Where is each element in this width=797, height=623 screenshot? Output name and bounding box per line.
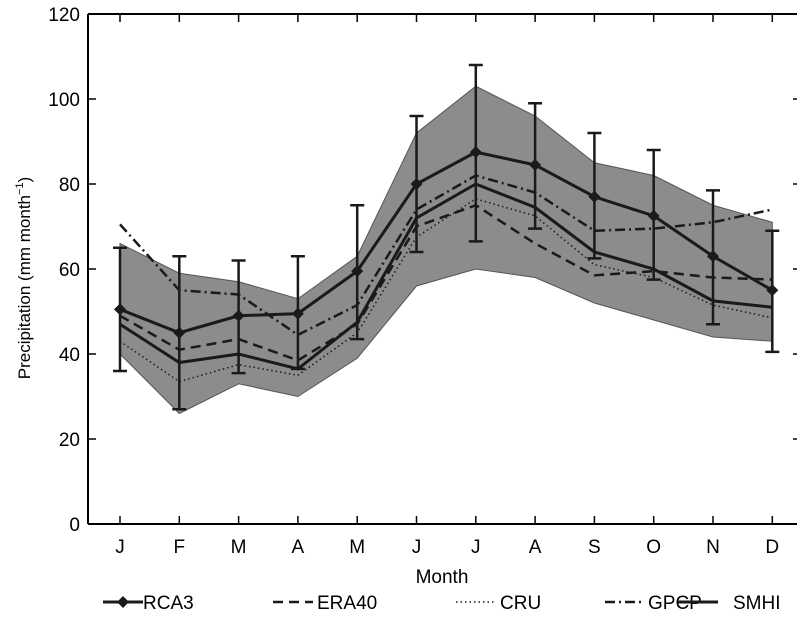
data-point-rca3 [114, 303, 126, 316]
legend-label-smhi: SMHI [733, 593, 781, 614]
data-point-rca3 [647, 209, 660, 222]
y-tick-label: 40 [59, 345, 80, 366]
y-tick-label: 100 [48, 90, 80, 111]
legend-label-rca3: RCA3 [143, 593, 194, 614]
data-point-rca3 [291, 307, 304, 320]
x-tick-label: S [588, 537, 601, 558]
data-point-rca3 [766, 284, 779, 297]
x-tick-label: J [471, 537, 481, 558]
x-tick-label: A [292, 537, 305, 558]
series-line-smhi [119, 182, 773, 371]
legend-label-gpcp: GPCP [648, 593, 702, 614]
series-line-era40 [119, 203, 773, 362]
data-point-rca3 [529, 158, 542, 171]
series-line-rca3 [119, 150, 774, 335]
x-tick-label: M [349, 537, 365, 558]
axes: 0 20 40 60 80 100 120 J F M A M J J A S O N D [48, 5, 797, 558]
legend: RCA3 ERA40 CRU GPCP SMHI [103, 593, 781, 614]
x-tick-label: A [529, 537, 542, 558]
uncertainty-band [119, 85, 773, 415]
data-point-rca3 [410, 178, 423, 190]
x-tick-label: O [646, 537, 661, 558]
data-point-rca3 [351, 265, 364, 278]
data-point-rca3 [232, 309, 245, 322]
x-tick-label: J [115, 537, 125, 558]
plot-area [113, 63, 780, 415]
x-tick-label: J [412, 537, 422, 558]
legend-label-era40: ERA40 [317, 593, 377, 614]
legend-marker-rca3 [117, 596, 129, 608]
x-axis-label: Month [416, 567, 469, 588]
y-axis-label: Precipitation (mm month−1) [14, 177, 34, 379]
y-tick-label: 0 [69, 515, 80, 536]
data-point-rca3 [588, 190, 601, 203]
x-tick-label: F [173, 537, 185, 558]
y-tick-label: 60 [59, 260, 80, 281]
x-tick-label: D [765, 537, 779, 558]
x-tick-label: M [231, 537, 247, 558]
series-line-gpcp [119, 174, 773, 337]
y-tick-label: 80 [59, 175, 80, 196]
legend-label-cru: CRU [500, 593, 541, 614]
data-point-rca3 [707, 250, 719, 263]
data-point-rca3 [173, 326, 186, 339]
y-tick-label: 120 [48, 5, 80, 26]
x-tick-label: N [706, 537, 720, 558]
data-point-rca3 [469, 146, 482, 159]
series-line-cru [119, 198, 773, 383]
y-tick-label: 20 [59, 430, 80, 451]
